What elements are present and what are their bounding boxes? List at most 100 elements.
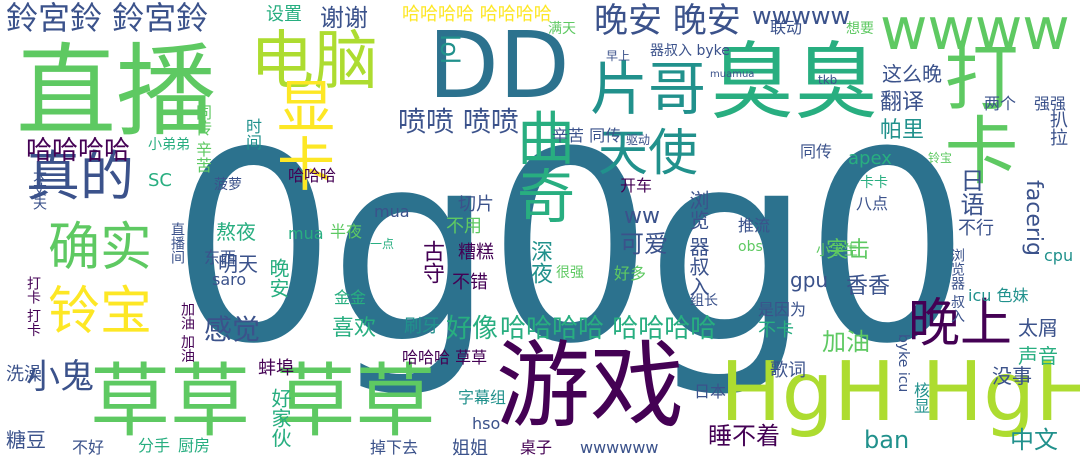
word-wanan: 晚安 [266, 258, 290, 298]
word-zaogao: 糟糕 [458, 242, 494, 263]
word-apex: apex [848, 148, 892, 169]
word-xiangyao: 想要 [846, 21, 874, 37]
word-caocao: 草草 草草 [90, 355, 436, 448]
word-buka: 不卡 [758, 320, 794, 341]
word-icu: icu 色妹 [968, 286, 1029, 305]
word-riben: 日本 [694, 382, 727, 401]
word-lingongling: 鈴宮鈴 鈴宮鈴 [6, 0, 209, 37]
word-shuaya: 刷牙 [404, 316, 440, 337]
word-kaiche: 开车 [620, 176, 653, 195]
word-gpu: gpu [790, 268, 829, 292]
word-ww: ww [624, 204, 660, 229]
word-tongchuan: 同传 [800, 142, 833, 161]
word-pali: 帕里 [880, 118, 925, 143]
word-saro: saro [212, 270, 247, 289]
word-liangge: 两个 [984, 94, 1017, 113]
word-mingtian: 明天 [218, 252, 258, 276]
word-daka-pair: 打卡 打卡 [25, 276, 41, 337]
word-zhongwen: 中文 [1010, 426, 1058, 454]
word-diannao: 电脑 [250, 25, 378, 99]
word-ban: ban [864, 426, 910, 454]
word-daka: 打卡 [932, 38, 1018, 186]
word-obs: obs [738, 239, 763, 255]
word-xiaogui: 小鬼 [26, 357, 94, 397]
word-zhuozi: 桌子 [520, 438, 553, 457]
word-haoduo: 好多 [614, 264, 647, 283]
word-xiaoxuesheng: 小学生 [816, 243, 858, 259]
word-kaka: 卡卡 [860, 175, 888, 191]
word-shiyinwei: 是因为 [758, 300, 807, 319]
word-hahahaha-a: 哈哈哈哈 [26, 136, 131, 166]
word-wwwww: wwwww [752, 2, 851, 30]
word-byke-icu: byke icu [895, 334, 911, 393]
word-shengyin: 声音 [1018, 344, 1058, 368]
word-xiangxiang: 香香 [846, 274, 891, 299]
word-hexian: 核显 [911, 382, 930, 414]
word-wanshang: 晚上 [908, 294, 1013, 354]
word-qishuru-byke: 器叔入 byke [650, 43, 730, 59]
word-liulan-a: 浏览 器叔入 [686, 190, 710, 297]
word-quqi: 曲奇 [507, 108, 575, 224]
word-bala: 扒拉 [1047, 110, 1068, 146]
word-youxi: 游戏 [496, 332, 685, 441]
word-shezhi: 设置 [266, 4, 302, 25]
word-liulan-b: 浏览器 叔入 [949, 248, 965, 323]
word-mua-small: mua [288, 224, 324, 243]
word-haoxiang: 好像 [446, 314, 499, 344]
word-lingbao: 铃宝 [48, 282, 153, 342]
word-xinku-tongchuan: 辛苦 同传 [552, 126, 622, 145]
word-lol: lol [434, 34, 464, 65]
word-hahahaha-b: 哈哈哈哈 哈哈哈哈 [500, 314, 717, 344]
word-geci: 歌词 [770, 360, 806, 381]
word-piange: 片哥 [590, 55, 707, 123]
word-bengbu: 蚌埠 [258, 358, 294, 379]
word-jiayou-pair: 加油 加油 [179, 302, 195, 363]
word-daizhangfu: 大丈夫 [31, 168, 47, 210]
word-zaoshang: 早上 [606, 49, 631, 63]
word-qiepian: 切片 [458, 194, 494, 215]
word-qiangqiang: 强强 [1034, 94, 1067, 113]
word-jiejie: 姐姐 [452, 438, 488, 459]
word-chouchou: 臭臭 [710, 33, 879, 131]
word-jiayou: 加油 [822, 328, 870, 356]
word-tongchuan-xinku: 同传 辛苦 [193, 104, 212, 174]
word-ganjue: 感觉 [204, 313, 261, 346]
word-yidian: 一点 [370, 237, 395, 251]
word-buhao: 不好 [72, 438, 105, 457]
word-taixie: 太屑 [1018, 316, 1058, 340]
word-muamua: muamua [710, 69, 755, 80]
word-bucuo: 不错 [452, 272, 488, 293]
word-meishi: 没事 [992, 364, 1032, 388]
word-zimuzu: 字幕组 [458, 388, 507, 407]
word-facerig: facerig [1021, 180, 1046, 256]
word-shijian: 时间 [243, 118, 262, 150]
word-tangdou: 糖豆 [6, 428, 46, 452]
word-penpen: 喷喷 喷喷 [398, 105, 519, 138]
word-riyu: 日语 [956, 168, 984, 216]
word-diaoxiaqu: 掉下去 [370, 438, 419, 457]
word-buxing: 不行 [958, 218, 994, 239]
word-mua: mua [374, 202, 410, 221]
word-shuibuzhao: 睡不着 [708, 422, 780, 450]
word-zhemewan: 这么晚 [882, 62, 942, 86]
word-gushou: 古守 [419, 240, 444, 284]
word-zhende: 真的 [26, 145, 134, 208]
word-dd: DD [428, 12, 570, 119]
word-dongxi: 东西 [204, 248, 237, 267]
word-tianshi: 天使 [598, 124, 698, 182]
word-tuiliu: 推流 [738, 216, 771, 235]
word-shenye: 深夜 [527, 240, 552, 284]
word-tkb: tkb [818, 73, 838, 87]
word-xiaodidi: 小弟弟 [148, 137, 190, 153]
word-boluo: 菠萝 [214, 177, 242, 193]
word-badian: 八点 [856, 194, 889, 213]
word-cpu: cpu [1044, 246, 1074, 265]
word-queshi: 确实 [48, 218, 153, 278]
word-zuzhang: 组长 [690, 293, 718, 309]
word-hgh: HgH HgH [720, 345, 1080, 440]
word-liandong: 联动 [770, 18, 803, 37]
word-hahahaha-c: 哈哈哈哈 哈哈哈哈 [402, 4, 552, 25]
word-mantian: 满天 [548, 21, 576, 37]
word-qudong: 驱动 [626, 133, 651, 147]
word-wwww: wwww [880, 0, 1070, 63]
